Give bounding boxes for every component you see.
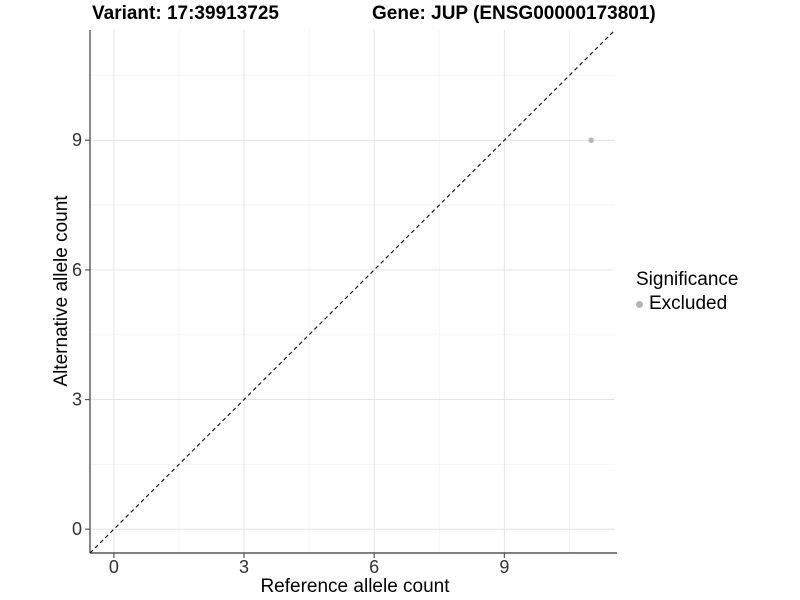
x-tick-label: 3 — [239, 557, 249, 577]
legend-point-swatch — [636, 300, 643, 308]
y-axis-title: Alternative allele count — [51, 195, 72, 387]
legend-item-excluded: Excluded — [636, 293, 738, 315]
legend-item-label: Excluded — [649, 293, 728, 314]
y-tick-label: 3 — [72, 390, 82, 410]
x-axis-title: Reference allele count — [260, 576, 450, 597]
plot-title-gene: Gene: JUP (ENSG00000173801) — [372, 3, 656, 24]
x-tick-label: 6 — [369, 557, 379, 577]
y-tick-label: 0 — [72, 519, 82, 539]
y-tick-label: 6 — [72, 260, 82, 280]
legend-title: Significance — [636, 269, 739, 290]
data-point-excluded — [588, 137, 594, 143]
x-tick-label: 0 — [109, 557, 119, 577]
legend: Significance Excluded — [636, 269, 738, 315]
x-tick-label: 9 — [499, 557, 509, 577]
plot-title-variant: Variant: 17:39913725 — [92, 3, 279, 24]
identity-dashed-line — [89, 29, 616, 554]
y-tick-label: 9 — [72, 130, 82, 150]
